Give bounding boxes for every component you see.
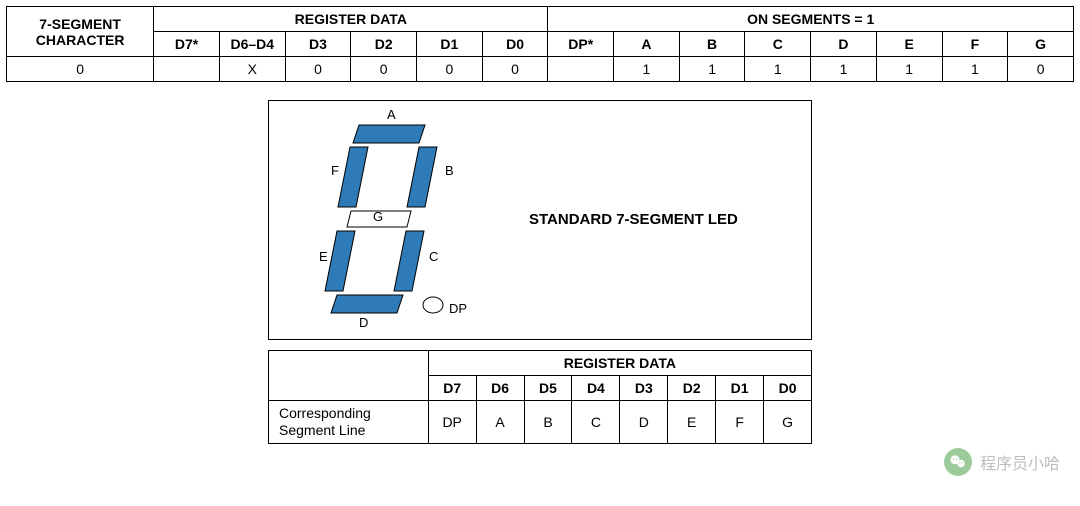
blank-header [269,351,429,401]
segment-a [353,125,425,143]
col-d6d4: D6–D4 [219,32,285,57]
col-a: A [614,32,680,57]
col-d7: D7* [154,32,220,57]
watermark-text: 程序员小哈 [980,450,1060,474]
cell-b: 1 [679,57,745,82]
segment-b [407,147,437,207]
col-header-character: 7-SEGMENT CHARACTER [7,7,154,57]
cell-c: 1 [745,57,811,82]
segment-line-table: REGISTER DATA D7 D6 D5 D4 D3 D2 D1 D0 Co… [268,350,812,444]
cell-e: 1 [876,57,942,82]
col-d: D [811,32,877,57]
wechat-icon [944,448,972,476]
bcell-d0: G [764,401,812,444]
bcol-d5: D5 [524,376,572,401]
bcell-d6: A [476,401,524,444]
bcol-d6: D6 [476,376,524,401]
segment-e [325,231,355,291]
col-d0: D0 [482,32,548,57]
bcell-d2: E [668,401,716,444]
bcol-d0: D0 [764,376,812,401]
cell-d: 1 [811,57,877,82]
col-b: B [679,32,745,57]
row-label-segment-line: Corresponding Segment Line [269,401,429,444]
label-e: E [319,249,328,264]
label-f: F [331,163,339,178]
cell-d7 [154,57,220,82]
col-d1: D1 [417,32,483,57]
cell-dp [548,57,614,82]
seven-segment-diagram: A B C D E F G DP STANDARD 7-SEGMENT LED [268,100,812,340]
bcell-d1: F [716,401,764,444]
segment-c [394,231,424,291]
cell-a: 1 [614,57,680,82]
group-header-on-segments: ON SEGMENTS = 1 [548,7,1074,32]
label-a: A [387,107,396,122]
col-d2: D2 [351,32,417,57]
bcell-d7: DP [428,401,476,444]
cell-g: 0 [1008,57,1074,82]
table-row: Corresponding Segment Line DP A B C D E … [269,401,812,444]
cell-d3: 0 [285,57,351,82]
bcell-d4: C [572,401,620,444]
cell-d0: 0 [482,57,548,82]
cell-char: 0 [7,57,154,82]
register-segment-table: 7-SEGMENT CHARACTER REGISTER DATA ON SEG… [6,6,1074,82]
group-header-register-data-2: REGISTER DATA [428,351,811,376]
segment-f [338,147,368,207]
bcol-d3: D3 [620,376,668,401]
label-b: B [445,163,454,178]
cell-d6d4: X [219,57,285,82]
col-c: C [745,32,811,57]
segment-d [331,295,403,313]
table-row: 0 X 0 0 0 0 1 1 1 1 1 1 0 [7,57,1074,82]
cell-d1: 0 [417,57,483,82]
col-g: G [1008,32,1074,57]
col-d3: D3 [285,32,351,57]
bcol-d7: D7 [428,376,476,401]
bcol-d4: D4 [572,376,620,401]
group-header-register-data: REGISTER DATA [154,7,548,32]
seven-segment-svg [315,119,475,329]
label-d: D [359,315,368,330]
label-dp: DP [449,301,467,316]
label-c: C [429,249,438,264]
bcell-d3: D [620,401,668,444]
bcol-d1: D1 [716,376,764,401]
cell-f: 1 [942,57,1008,82]
col-f: F [942,32,1008,57]
col-e: E [876,32,942,57]
col-dp: DP* [548,32,614,57]
cell-d2: 0 [351,57,417,82]
label-g: G [373,209,383,224]
watermark: 程序员小哈 [944,448,1060,476]
bcol-d2: D2 [668,376,716,401]
bcell-d5: B [524,401,572,444]
diagram-title: STANDARD 7-SEGMENT LED [529,211,738,228]
segment-dp [423,297,443,313]
